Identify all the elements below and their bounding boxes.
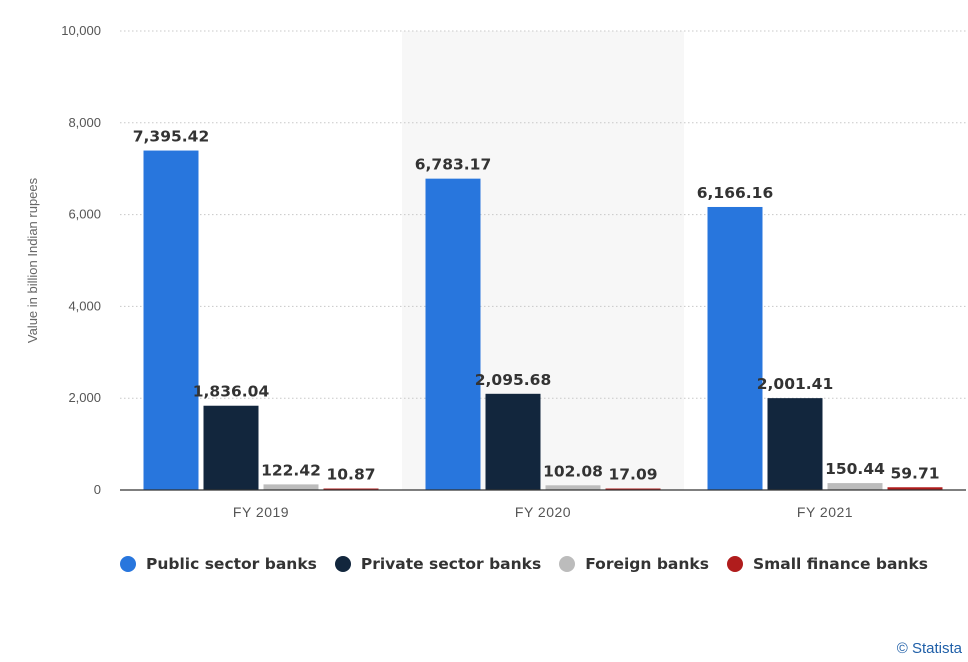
- data-label: 17.09: [608, 466, 657, 484]
- y-tick-label: 8,000: [68, 115, 101, 130]
- data-label: 102.08: [543, 462, 603, 480]
- x-category-label: FY 2021: [797, 504, 853, 520]
- bar[interactable]: [143, 150, 199, 490]
- y-tick-label: 10,000: [61, 23, 101, 38]
- legend-label: Private sector banks: [360, 555, 542, 573]
- y-tick-label: 6,000: [68, 207, 101, 222]
- data-label: 1,836.04: [193, 383, 270, 401]
- legend-marker: [120, 556, 136, 572]
- bar[interactable]: [545, 485, 601, 490]
- y-tick-label: 0: [94, 482, 101, 497]
- x-category-label: FY 2020: [515, 504, 571, 520]
- data-label: 122.42: [261, 461, 321, 479]
- data-label: 150.44: [825, 460, 885, 478]
- legend-label: Foreign banks: [585, 555, 709, 573]
- data-label: 2,001.41: [757, 375, 834, 393]
- legend-item[interactable]: Small finance banks: [726, 555, 928, 573]
- bar[interactable]: [605, 488, 661, 491]
- legend-marker: [559, 556, 576, 572]
- data-label: 6,783.17: [415, 156, 492, 174]
- bar[interactable]: [203, 405, 259, 490]
- y-axis-title: Value in billion Indian rupees: [25, 177, 40, 343]
- chart-legend: Public sector banks Private sector banks F…: [120, 555, 946, 573]
- bar[interactable]: [323, 488, 379, 491]
- data-label: 2,095.68: [475, 371, 552, 389]
- legend-marker: [726, 556, 743, 572]
- y-tick-label: 2,000: [68, 390, 101, 405]
- data-label: 10.87: [326, 466, 375, 484]
- bar[interactable]: [707, 206, 763, 490]
- bar[interactable]: [827, 483, 883, 490]
- legend-marker: [334, 556, 351, 572]
- bar-chart: 0 2,000 4,000 6,000 8,000 10,000 Value in bill…: [25, 23, 966, 520]
- bar[interactable]: [887, 487, 943, 490]
- legend-label: Small finance banks: [752, 555, 928, 573]
- bar[interactable]: [263, 484, 319, 490]
- bar[interactable]: [425, 178, 481, 490]
- y-tick-label: 4,000: [68, 298, 101, 313]
- legend-item[interactable]: Public sector banks: [120, 555, 317, 573]
- legend-item[interactable]: Private sector banks: [334, 555, 542, 573]
- data-label: 7,395.42: [133, 128, 210, 146]
- data-label: 59.71: [890, 464, 939, 482]
- bar[interactable]: [485, 393, 541, 490]
- bar[interactable]: [767, 398, 823, 490]
- legend-label: Public sector banks: [146, 555, 317, 573]
- statista-credit-link[interactable]: © Statista: [896, 640, 962, 657]
- data-label: 6,166.16: [697, 184, 774, 202]
- x-category-label: FY 2019: [233, 504, 289, 520]
- legend-item[interactable]: Foreign banks: [559, 555, 709, 573]
